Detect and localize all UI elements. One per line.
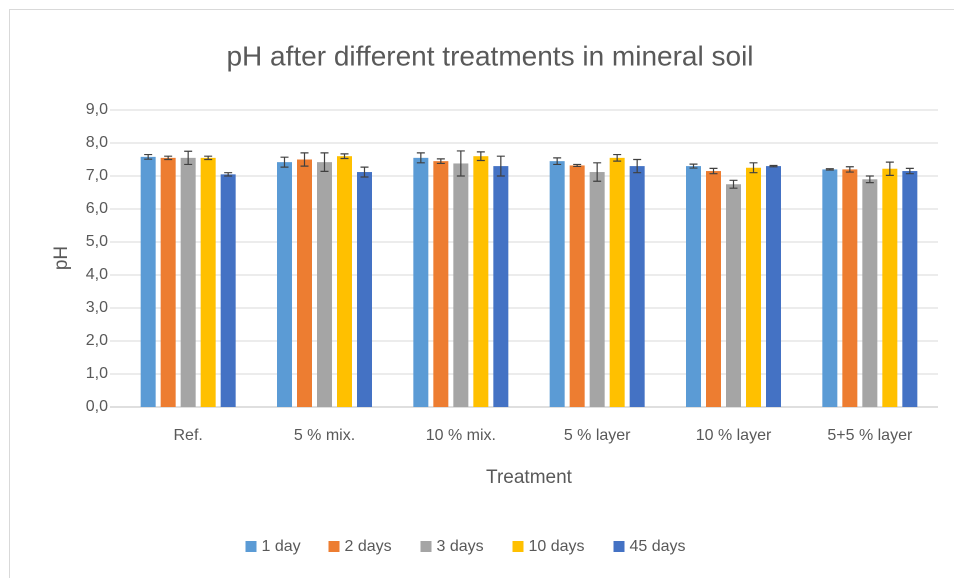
y-tick-label: 0,0 — [86, 398, 108, 415]
bar — [277, 162, 292, 407]
bar — [842, 169, 858, 407]
bar — [726, 184, 741, 407]
x-tick-label: 5 % layer — [564, 427, 631, 444]
x-tick-label: 10 % layer — [696, 427, 772, 444]
error-bar — [164, 155, 173, 161]
error-bar — [496, 155, 505, 177]
error-bar — [769, 164, 778, 168]
bar — [549, 161, 565, 407]
bar — [473, 156, 489, 407]
y-tick-label: 6,0 — [86, 200, 108, 217]
x-axis-title: Treatment — [486, 467, 573, 488]
error-bar — [144, 153, 153, 160]
error-bar — [280, 156, 289, 168]
error-bar — [456, 150, 465, 177]
y-tick-label: 8,0 — [86, 134, 108, 151]
bar — [160, 157, 176, 407]
legend-swatch — [328, 541, 340, 552]
error-bar — [436, 158, 445, 165]
bar — [766, 166, 781, 407]
bar — [140, 156, 156, 407]
bar — [357, 172, 372, 407]
error-bar — [613, 153, 622, 162]
bar — [569, 165, 585, 407]
bar — [337, 156, 352, 407]
legend-swatch — [245, 541, 257, 552]
bar — [413, 157, 429, 407]
error-bar — [885, 161, 894, 176]
bar — [902, 171, 918, 407]
error-bar — [905, 167, 914, 175]
y-tick-label: 9,0 — [86, 101, 108, 118]
y-tick-label: 2,0 — [86, 332, 108, 349]
error-bar — [476, 151, 485, 162]
error-bar — [340, 153, 349, 160]
error-bar — [689, 163, 698, 169]
y-tick-label: 5,0 — [86, 233, 108, 250]
y-tick-label: 7,0 — [86, 167, 108, 184]
bar — [200, 157, 216, 407]
error-bar — [553, 157, 562, 166]
x-tick-label: Ref. — [173, 427, 202, 444]
bar — [609, 157, 625, 407]
bar — [822, 169, 838, 407]
error-bar — [416, 152, 425, 164]
error-bar — [593, 162, 602, 182]
bar — [589, 172, 605, 407]
bar — [629, 166, 645, 407]
legend-label: 3 days — [437, 538, 484, 555]
chart-title: pH after different treatments in mineral… — [226, 40, 753, 71]
error-bar — [709, 167, 718, 175]
error-bar — [729, 179, 738, 189]
error-bar — [573, 163, 582, 168]
bar — [862, 179, 878, 407]
error-bar — [825, 168, 834, 171]
error-bar — [845, 166, 854, 173]
error-bar — [184, 150, 193, 166]
bar — [317, 162, 332, 407]
error-bar — [300, 152, 309, 167]
error-bar — [224, 172, 233, 177]
bar — [453, 163, 469, 407]
legend-swatch — [512, 541, 524, 552]
bar — [706, 171, 721, 407]
bar — [180, 157, 196, 407]
legend-swatch — [613, 541, 625, 552]
error-bar — [204, 155, 213, 161]
legend-label: 10 days — [529, 538, 585, 555]
bar — [433, 161, 449, 407]
error-bar — [360, 166, 369, 178]
y-axis-title: pH — [51, 246, 72, 270]
bar — [220, 174, 236, 407]
bar — [493, 166, 509, 407]
legend-label: 1 day — [262, 538, 301, 555]
error-bar — [633, 158, 642, 174]
legend-label: 2 days — [345, 538, 392, 555]
bar — [746, 167, 761, 407]
x-tick-label: 5+5 % layer — [827, 427, 913, 444]
error-bar — [749, 162, 758, 174]
legend-swatch — [420, 541, 432, 552]
x-tick-label: 10 % mix. — [426, 427, 496, 444]
y-tick-label: 4,0 — [86, 266, 108, 283]
bar — [882, 168, 898, 407]
bar — [686, 166, 701, 407]
y-tick-label: 3,0 — [86, 299, 108, 316]
bar — [297, 159, 312, 407]
error-bar — [320, 152, 329, 172]
error-bar — [865, 175, 874, 184]
legend-label: 45 days — [630, 538, 686, 555]
x-tick-label: 5 % mix. — [294, 427, 355, 444]
y-tick-label: 1,0 — [86, 365, 108, 382]
